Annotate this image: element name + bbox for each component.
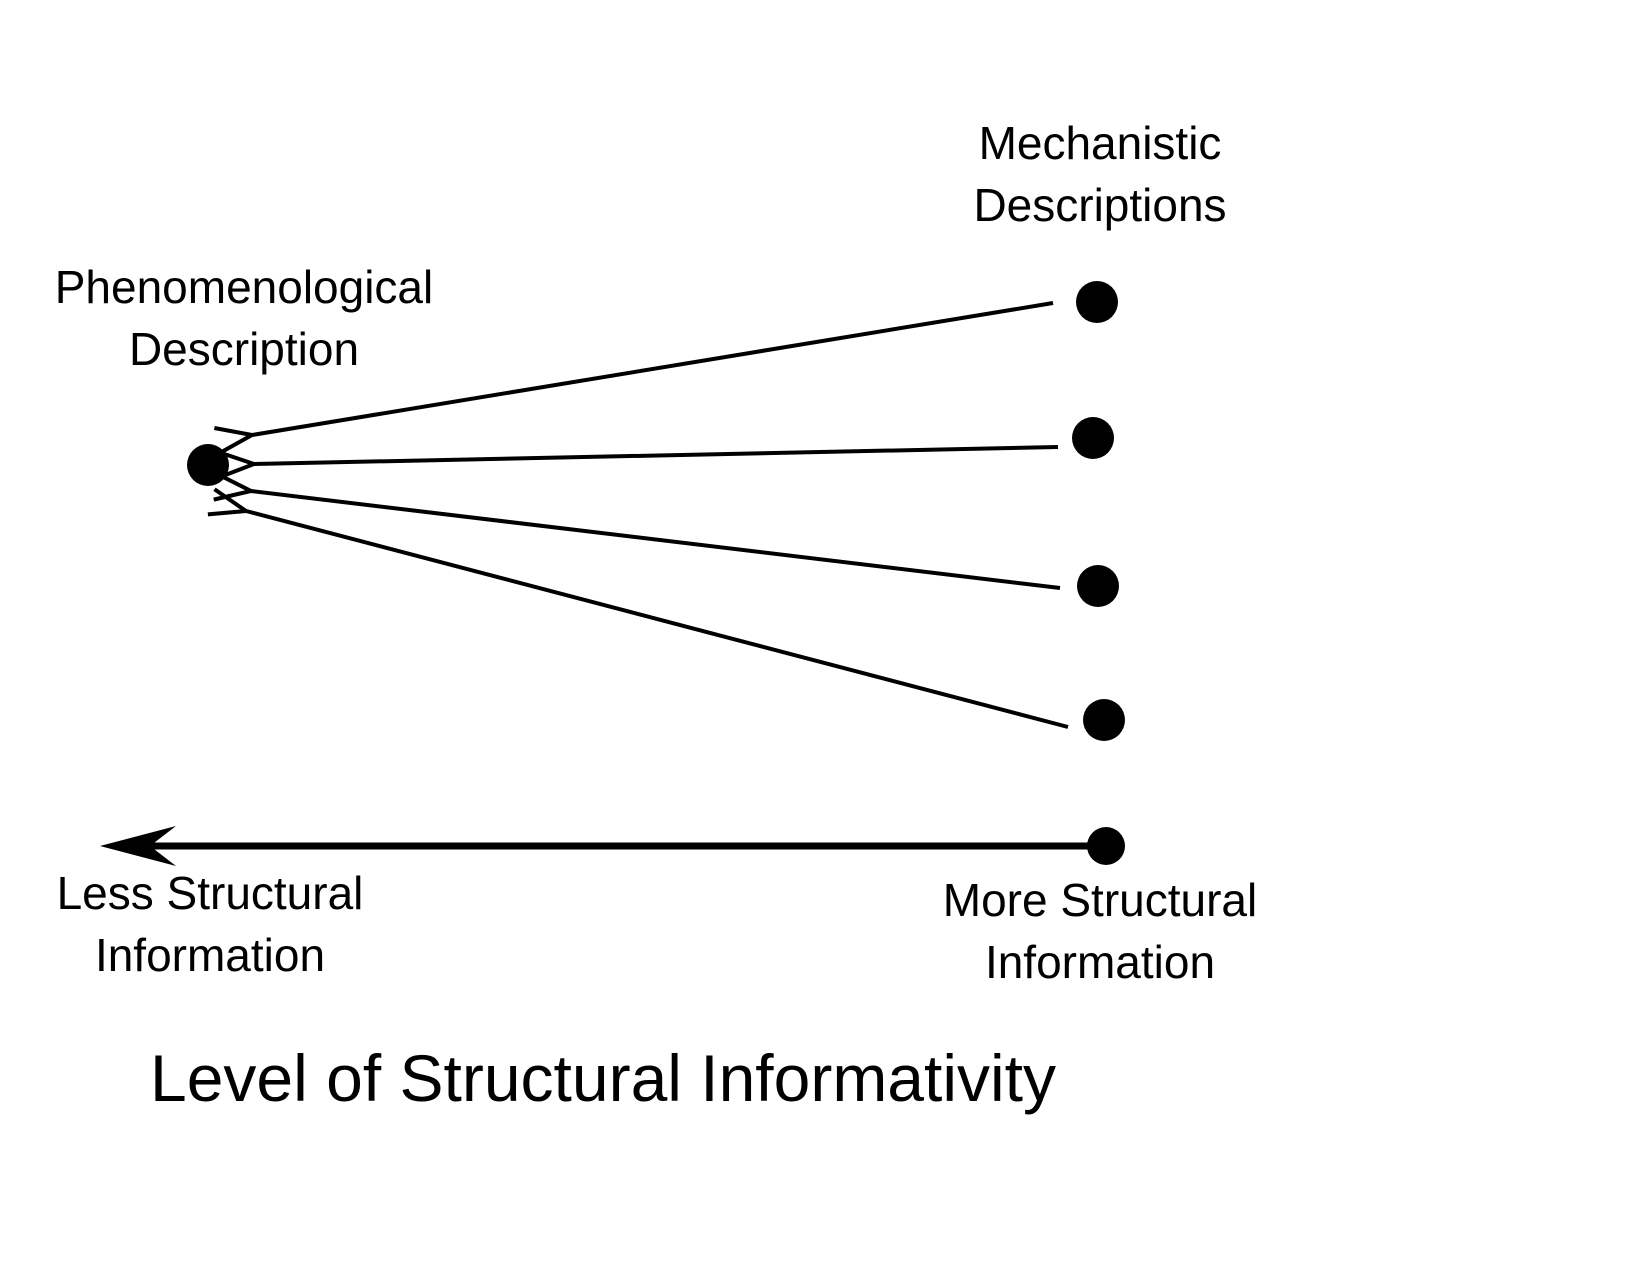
less-label-line-2: Information: [94, 929, 326, 981]
less-label-line-1: Less Structural: [56, 867, 364, 919]
axis-arrowhead: [100, 826, 176, 866]
more-structural-information-label: More Structural Information: [900, 869, 1300, 993]
mechanistic-node-2: [1072, 417, 1114, 459]
arrow-2: [254, 445, 1059, 464]
phenomenological-node: [187, 444, 229, 486]
mechanistic-node-3: [1077, 565, 1119, 607]
axis-end-node: [1087, 827, 1125, 865]
arrow-4: [246, 511, 1069, 729]
phenomenological-description-label: Phenomenological Description: [34, 256, 454, 380]
arrow-1: [252, 301, 1054, 435]
less-structural-information-label: Less Structural Information: [20, 862, 400, 986]
mechanistic-label-line-2: Descriptions: [973, 179, 1227, 231]
mechanistic-node-4: [1083, 699, 1125, 741]
arrow-3: [251, 491, 1061, 590]
diagram-title: Level of Structural Informativity: [150, 1041, 1057, 1115]
mechanistic-label-line-1: Mechanistic: [978, 117, 1222, 169]
mechanistic-descriptions-label: Mechanistic Descriptions: [900, 112, 1300, 236]
phenomenological-label-line-1: Phenomenological: [54, 261, 434, 313]
more-label-line-2: Information: [984, 936, 1216, 988]
phenomenological-label-line-2: Description: [128, 323, 360, 375]
mechanistic-node-1: [1076, 281, 1118, 323]
more-label-line-1: More Structural: [942, 874, 1258, 926]
